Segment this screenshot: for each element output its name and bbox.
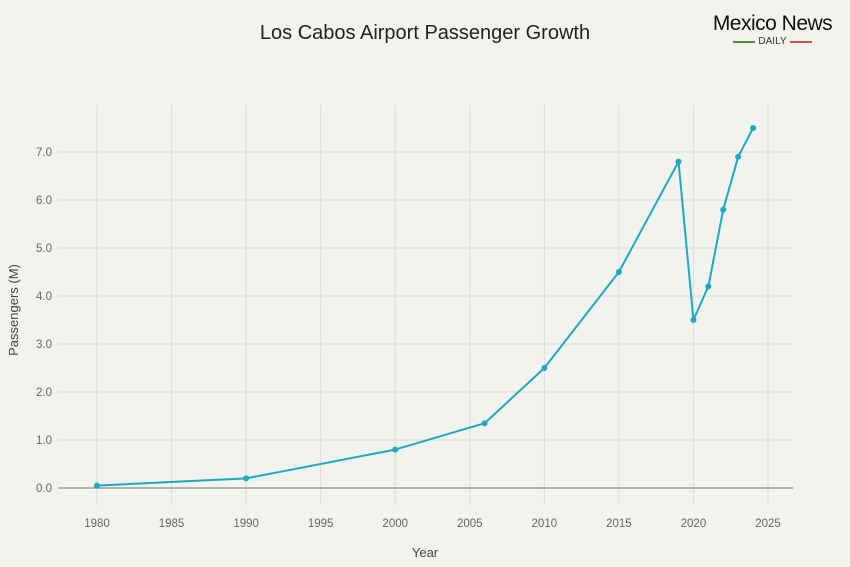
y-tick-label: 3.0	[36, 339, 52, 351]
data-point	[750, 125, 757, 131]
y-tick-label: 0.0	[36, 483, 52, 495]
data-point	[690, 317, 697, 323]
x-tick-label: 2010	[532, 518, 558, 530]
data-point	[392, 446, 399, 453]
y-tick-label: 4.0	[36, 291, 52, 303]
x-axis-label: Year	[412, 545, 439, 560]
y-tick-label: 7.0	[36, 147, 52, 159]
x-tick-label: 2005	[457, 518, 483, 530]
x-tick-label: 1990	[233, 518, 259, 530]
x-tick-label: 1995	[308, 518, 334, 530]
x-tick-label: 2015	[606, 518, 632, 530]
data-point	[615, 269, 622, 275]
mexico-news-daily-logo: Mexico News DAILY	[705, 12, 840, 47]
data-point	[94, 482, 100, 489]
chart-title: Los Cabos Airport Passenger Growth	[259, 22, 591, 44]
y-tick-label: 5.0	[36, 243, 52, 255]
x-tick-label: 2020	[681, 518, 707, 530]
data-point	[541, 365, 548, 371]
y-tick-label: 1.0	[36, 435, 52, 447]
y-tick-label: 6.0	[36, 195, 52, 207]
data-point	[481, 420, 488, 427]
data-point	[675, 158, 682, 165]
data-point	[735, 153, 742, 160]
x-tick-label: 1980	[84, 518, 110, 530]
logo-sub-text: DAILY	[758, 36, 787, 47]
series-line	[96, 127, 754, 487]
logo-red-bar	[789, 40, 812, 43]
x-tick-label: 2025	[755, 518, 781, 530]
data-point	[720, 206, 727, 213]
logo-main-text: Mexico News	[712, 12, 833, 35]
y-axis-label: Passengers (M)	[6, 264, 21, 356]
data-point	[243, 475, 250, 482]
y-tick-label: 2.0	[36, 387, 52, 399]
x-tick-label: 2000	[382, 518, 408, 530]
logo-green-bar	[733, 40, 756, 43]
data-point	[705, 283, 712, 290]
x-tick-label: 1985	[159, 518, 185, 530]
